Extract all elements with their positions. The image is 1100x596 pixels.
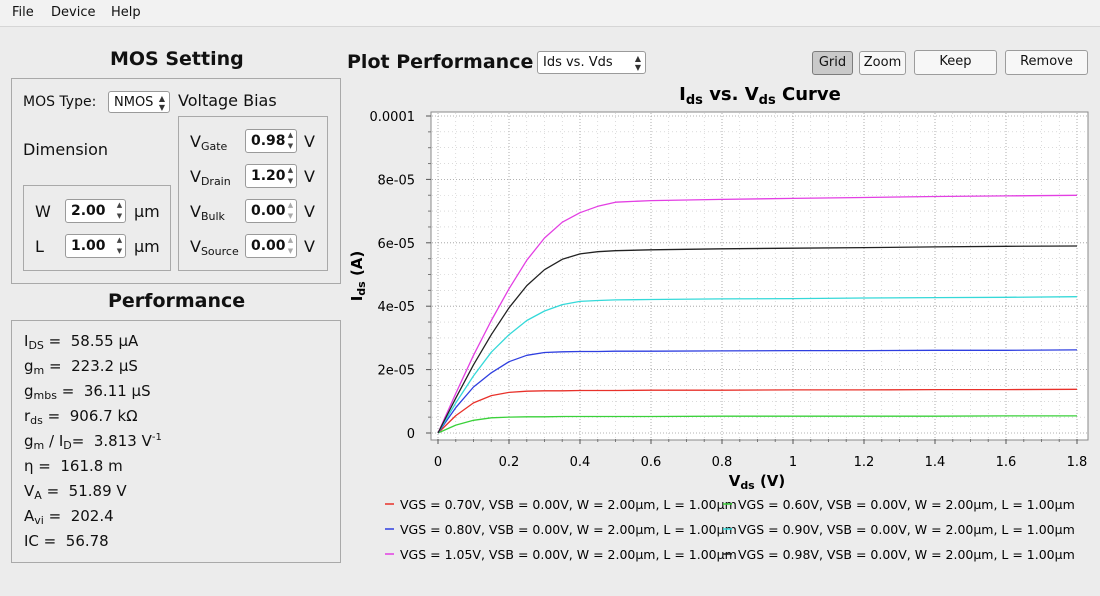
x-tick-label: 0.6	[641, 455, 662, 470]
y-tick-label: 4e-05	[377, 300, 415, 315]
spin-arrows-icon[interactable]: ▲ ▼	[116, 236, 123, 255]
mos-setting-title: MOS Setting	[110, 48, 244, 70]
perf-gm: gm = 223.2 μS	[24, 357, 138, 377]
legend-entry: VGS = 0.70V, VSB = 0.00V, W = 2.00μm, L …	[400, 497, 737, 512]
combo-arrows-icon: ▲ ▼	[634, 54, 641, 72]
vdrain-unit: V	[304, 167, 315, 186]
legend-entry: VGS = 1.05V, VSB = 0.00V, W = 2.00μm, L …	[400, 547, 737, 562]
y-tick-label: 0	[407, 427, 415, 442]
vdrain-label: VDrain	[190, 167, 231, 188]
legend-entry: VGS = 0.60V, VSB = 0.00V, W = 2.00μm, L …	[738, 497, 1075, 512]
performance-group	[11, 320, 341, 563]
spin-arrows-icon[interactable]: ▲ ▼	[287, 201, 294, 220]
x-tick-label: 0.4	[570, 455, 591, 470]
legend-entry: VGS = 0.80V, VSB = 0.00V, W = 2.00μm, L …	[400, 522, 737, 537]
menu-bar: File Device Help	[0, 0, 1100, 27]
w-unit: μm	[134, 202, 160, 221]
spin-arrows-icon[interactable]: ▲ ▼	[287, 131, 294, 150]
perf-va: VA = 51.89 V	[24, 482, 127, 502]
legend-entry: VGS = 0.98V, VSB = 0.00V, W = 2.00μm, L …	[738, 547, 1075, 562]
vsource-unit: V	[304, 237, 315, 256]
chart-title: Ids vs. Vds Curve	[679, 84, 841, 108]
vbulk-unit: V	[304, 202, 315, 221]
l-unit: μm	[134, 237, 160, 256]
menu-file[interactable]: File	[12, 5, 34, 20]
combo-arrows-icon: ▲ ▼	[158, 94, 165, 112]
voltage-bias-group	[178, 116, 328, 271]
perf-gmbs: gmbs = 36.11 μS	[24, 382, 151, 402]
vgate-spinbox[interactable]: 0.98 ▲ ▼	[245, 129, 297, 153]
perf-gm-over-id: gm / ID= 3.813 V-1	[24, 432, 162, 452]
performance-title: Performance	[108, 290, 246, 312]
perf-rds: rds = 906.7 kΩ	[24, 407, 138, 427]
perf-eta: η = 161.8 m	[24, 457, 123, 475]
vbulk-spinbox[interactable]: 0.00 ▲ ▼	[245, 199, 297, 223]
perf-ids: IDS = 58.55 μA	[24, 332, 139, 352]
x-tick-label: 0.2	[499, 455, 520, 470]
menu-device[interactable]: Device	[51, 5, 96, 20]
voltage-bias-label: Voltage Bias	[178, 91, 277, 110]
plot-area	[430, 111, 1089, 441]
dimension-label: Dimension	[23, 140, 109, 159]
plot-performance-title: Plot Performance	[347, 51, 534, 73]
spin-arrows-icon[interactable]: ▲ ▼	[116, 201, 123, 220]
vgate-label: VGate	[190, 132, 228, 153]
y-tick-label: 8e-05	[377, 173, 415, 188]
l-label: L	[35, 237, 44, 256]
y-tick-label: 2e-05	[377, 364, 415, 379]
w-spinbox[interactable]: 2.00 ▲ ▼	[65, 199, 126, 223]
vbulk-label: VBulk	[190, 202, 225, 223]
keep-button[interactable]: Keep	[914, 50, 997, 75]
vgate-unit: V	[304, 132, 315, 151]
spin-arrows-icon[interactable]: ▲ ▼	[287, 236, 294, 255]
remove-button[interactable]: Remove	[1005, 50, 1088, 75]
series-line-1	[437, 415, 1077, 434]
x-tick-label: 1.4	[925, 455, 946, 470]
series-line-3	[437, 296, 1078, 434]
dimension-group	[23, 185, 171, 271]
vsource-spinbox[interactable]: 0.00 ▲ ▼	[245, 234, 297, 258]
spin-arrows-icon[interactable]: ▲ ▼	[287, 166, 294, 185]
x-axis-label: Vds (V)	[729, 472, 786, 492]
x-tick-label: 0	[434, 455, 442, 470]
vsource-label: VSource	[190, 237, 239, 258]
x-tick-label: 1.6	[996, 455, 1017, 470]
perf-avi: Avi = 202.4	[24, 507, 114, 527]
grid-toggle-button[interactable]: Grid	[812, 51, 853, 75]
series-line-5	[437, 245, 1078, 434]
series-line-0	[437, 388, 1078, 434]
mos-type-label: MOS Type:	[23, 94, 97, 110]
menu-help[interactable]: Help	[111, 5, 141, 20]
vdrain-spinbox[interactable]: 1.20 ▲ ▼	[245, 164, 297, 188]
x-tick-label: 1.8	[1067, 455, 1088, 470]
plot-type-select[interactable]: Ids vs. Vds ▲ ▼	[537, 51, 646, 74]
y-axis-label: Ids (A)	[348, 251, 368, 302]
series-line-4	[437, 194, 1078, 434]
y-tick-label: 0.0001	[370, 110, 416, 125]
x-tick-label: 1.2	[854, 455, 875, 470]
mos-type-select[interactable]: NMOS ▲ ▼	[108, 91, 170, 113]
x-tick-label: 1	[789, 455, 797, 470]
zoom-toggle-button[interactable]: Zoom	[859, 51, 906, 75]
w-label: W	[35, 202, 51, 221]
y-tick-label: 6e-05	[377, 237, 415, 252]
l-spinbox[interactable]: 1.00 ▲ ▼	[65, 234, 126, 258]
mos-setting-group	[11, 78, 341, 284]
series-line-2	[437, 349, 1078, 434]
perf-ic: IC = 56.78	[24, 532, 109, 550]
legend-entry: VGS = 0.90V, VSB = 0.00V, W = 2.00μm, L …	[738, 522, 1075, 537]
x-tick-label: 0.8	[712, 455, 733, 470]
